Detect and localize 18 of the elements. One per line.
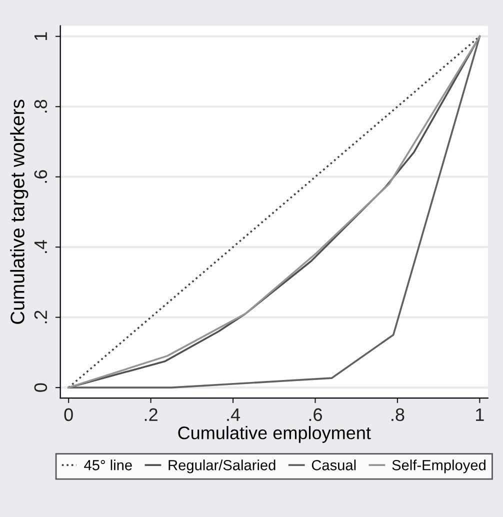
- x-tick-label: .8: [392, 408, 404, 422]
- x-tick-label: .6: [309, 408, 322, 422]
- y-tick-label: .2: [34, 310, 47, 324]
- legend-label: Regular/Salaried: [168, 460, 276, 474]
- x-axis-title: Cumulative employment: [178, 426, 371, 443]
- y-tick-label: .8: [34, 100, 48, 112]
- y-tick-label: .6: [34, 170, 48, 183]
- x-tick-label: 1: [476, 408, 484, 421]
- legend-label: Casual: [312, 460, 356, 470]
- legend-label: Self-Employed: [392, 460, 486, 474]
- y-tick-label: 1: [34, 32, 47, 40]
- y-tick-label: 0: [34, 383, 48, 392]
- x-tick-label: .2: [144, 408, 158, 421]
- y-axis-title: Cumulative target workers: [10, 100, 28, 324]
- y-tick-label: .4: [34, 240, 47, 253]
- legend-label: 45° line: [84, 460, 132, 470]
- x-tick-label: .4: [227, 408, 240, 421]
- x-tick-label: 0: [64, 408, 73, 422]
